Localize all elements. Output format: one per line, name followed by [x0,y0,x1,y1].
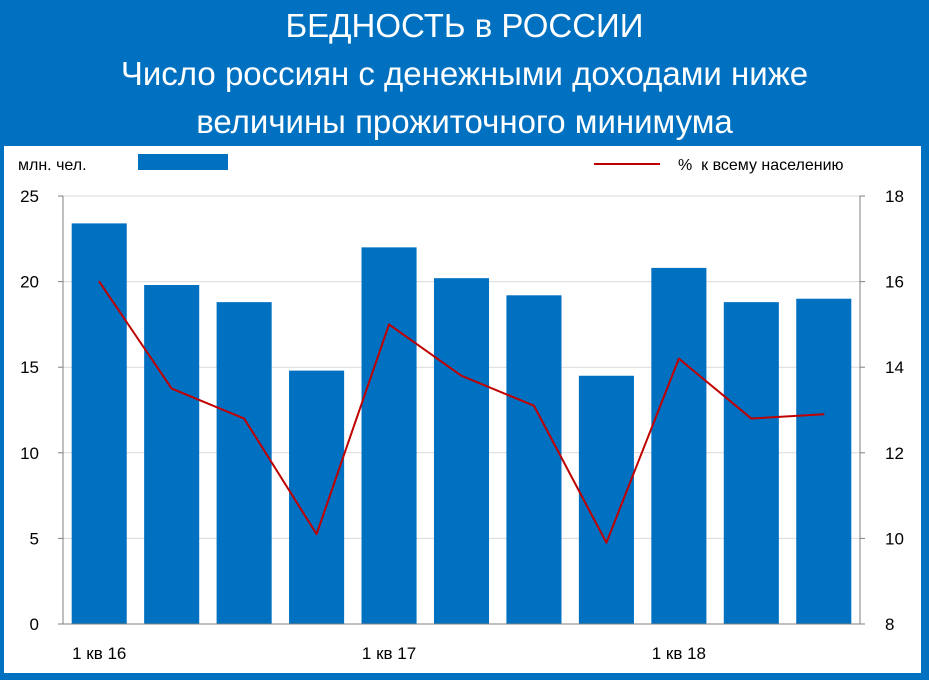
bar [361,247,417,625]
left-axis-unit-label: млн. чел. [18,157,87,174]
right-axis-tick-label: 8 [885,615,894,634]
left-axis-tick-label: 10 [20,444,39,463]
line-point [388,323,390,326]
legend-layer: млн. чел. % к всему населению [18,154,844,174]
right-axis-tick-label: 10 [885,529,904,548]
left-axis-tick-label: 25 [20,187,39,206]
right-axis-tick-label: 12 [885,444,904,463]
line-point [460,374,463,377]
poverty-chart: 0 5 10 15 20 25 8 10 12 14 16 18 1 кв 16 1 кв 17 1 кв … [18,154,904,663]
legend-bar-swatch [138,154,228,170]
line-point [170,387,173,390]
line-point [750,417,753,420]
line-point [98,280,101,283]
bar [216,302,272,624]
bar [723,302,779,624]
x-axis-tick-label: 1 кв 16 [72,644,126,663]
line-point [533,404,535,407]
left-axis-tick-label: 0 [30,615,39,634]
chart-panel: 0 5 10 15 20 25 8 10 12 14 16 18 1 кв 16 1 кв 17 1 кв … [4,146,921,673]
right-axis-tick-label: 14 [885,358,904,377]
legend-line-label: % к всему населению [678,157,844,174]
bar [651,267,707,624]
left-axis-tick-label: 15 [20,358,39,377]
x-axis-tick-label: 1 кв 18 [652,644,706,663]
left-axis-tick-label: 20 [20,273,39,292]
bar [578,375,634,624]
title-banner: БЕДНОСТЬ в РОССИИ Число россиян с денежн… [0,0,929,146]
left-axis-tick-label: 5 [30,529,39,548]
page-subtitle-line-2: величины прожиточного минимума [196,103,733,140]
line-point [678,357,680,360]
bar [433,278,490,624]
line-point [315,533,318,535]
bars-layer [71,223,852,625]
bar [796,298,852,624]
bar [506,295,562,624]
axes-layer: 0 5 10 15 20 25 8 10 12 14 16 18 1 кв 16 1 кв 17 1 кв … [20,187,904,663]
right-axis-tick-label: 16 [885,273,904,292]
bar [71,223,127,624]
line-point [243,417,245,420]
line-point [605,541,608,544]
line-point [822,413,825,416]
bar [144,285,200,624]
x-axis-tick-label: 1 кв 17 [362,644,416,663]
bar [289,370,345,624]
right-axis-tick-label: 18 [885,187,904,206]
page-subtitle-line-1: Число россиян с денежными доходами ниже [120,55,809,92]
line-layer [98,280,825,544]
page-title: БЕДНОСТЬ в РОССИИ [285,7,644,44]
